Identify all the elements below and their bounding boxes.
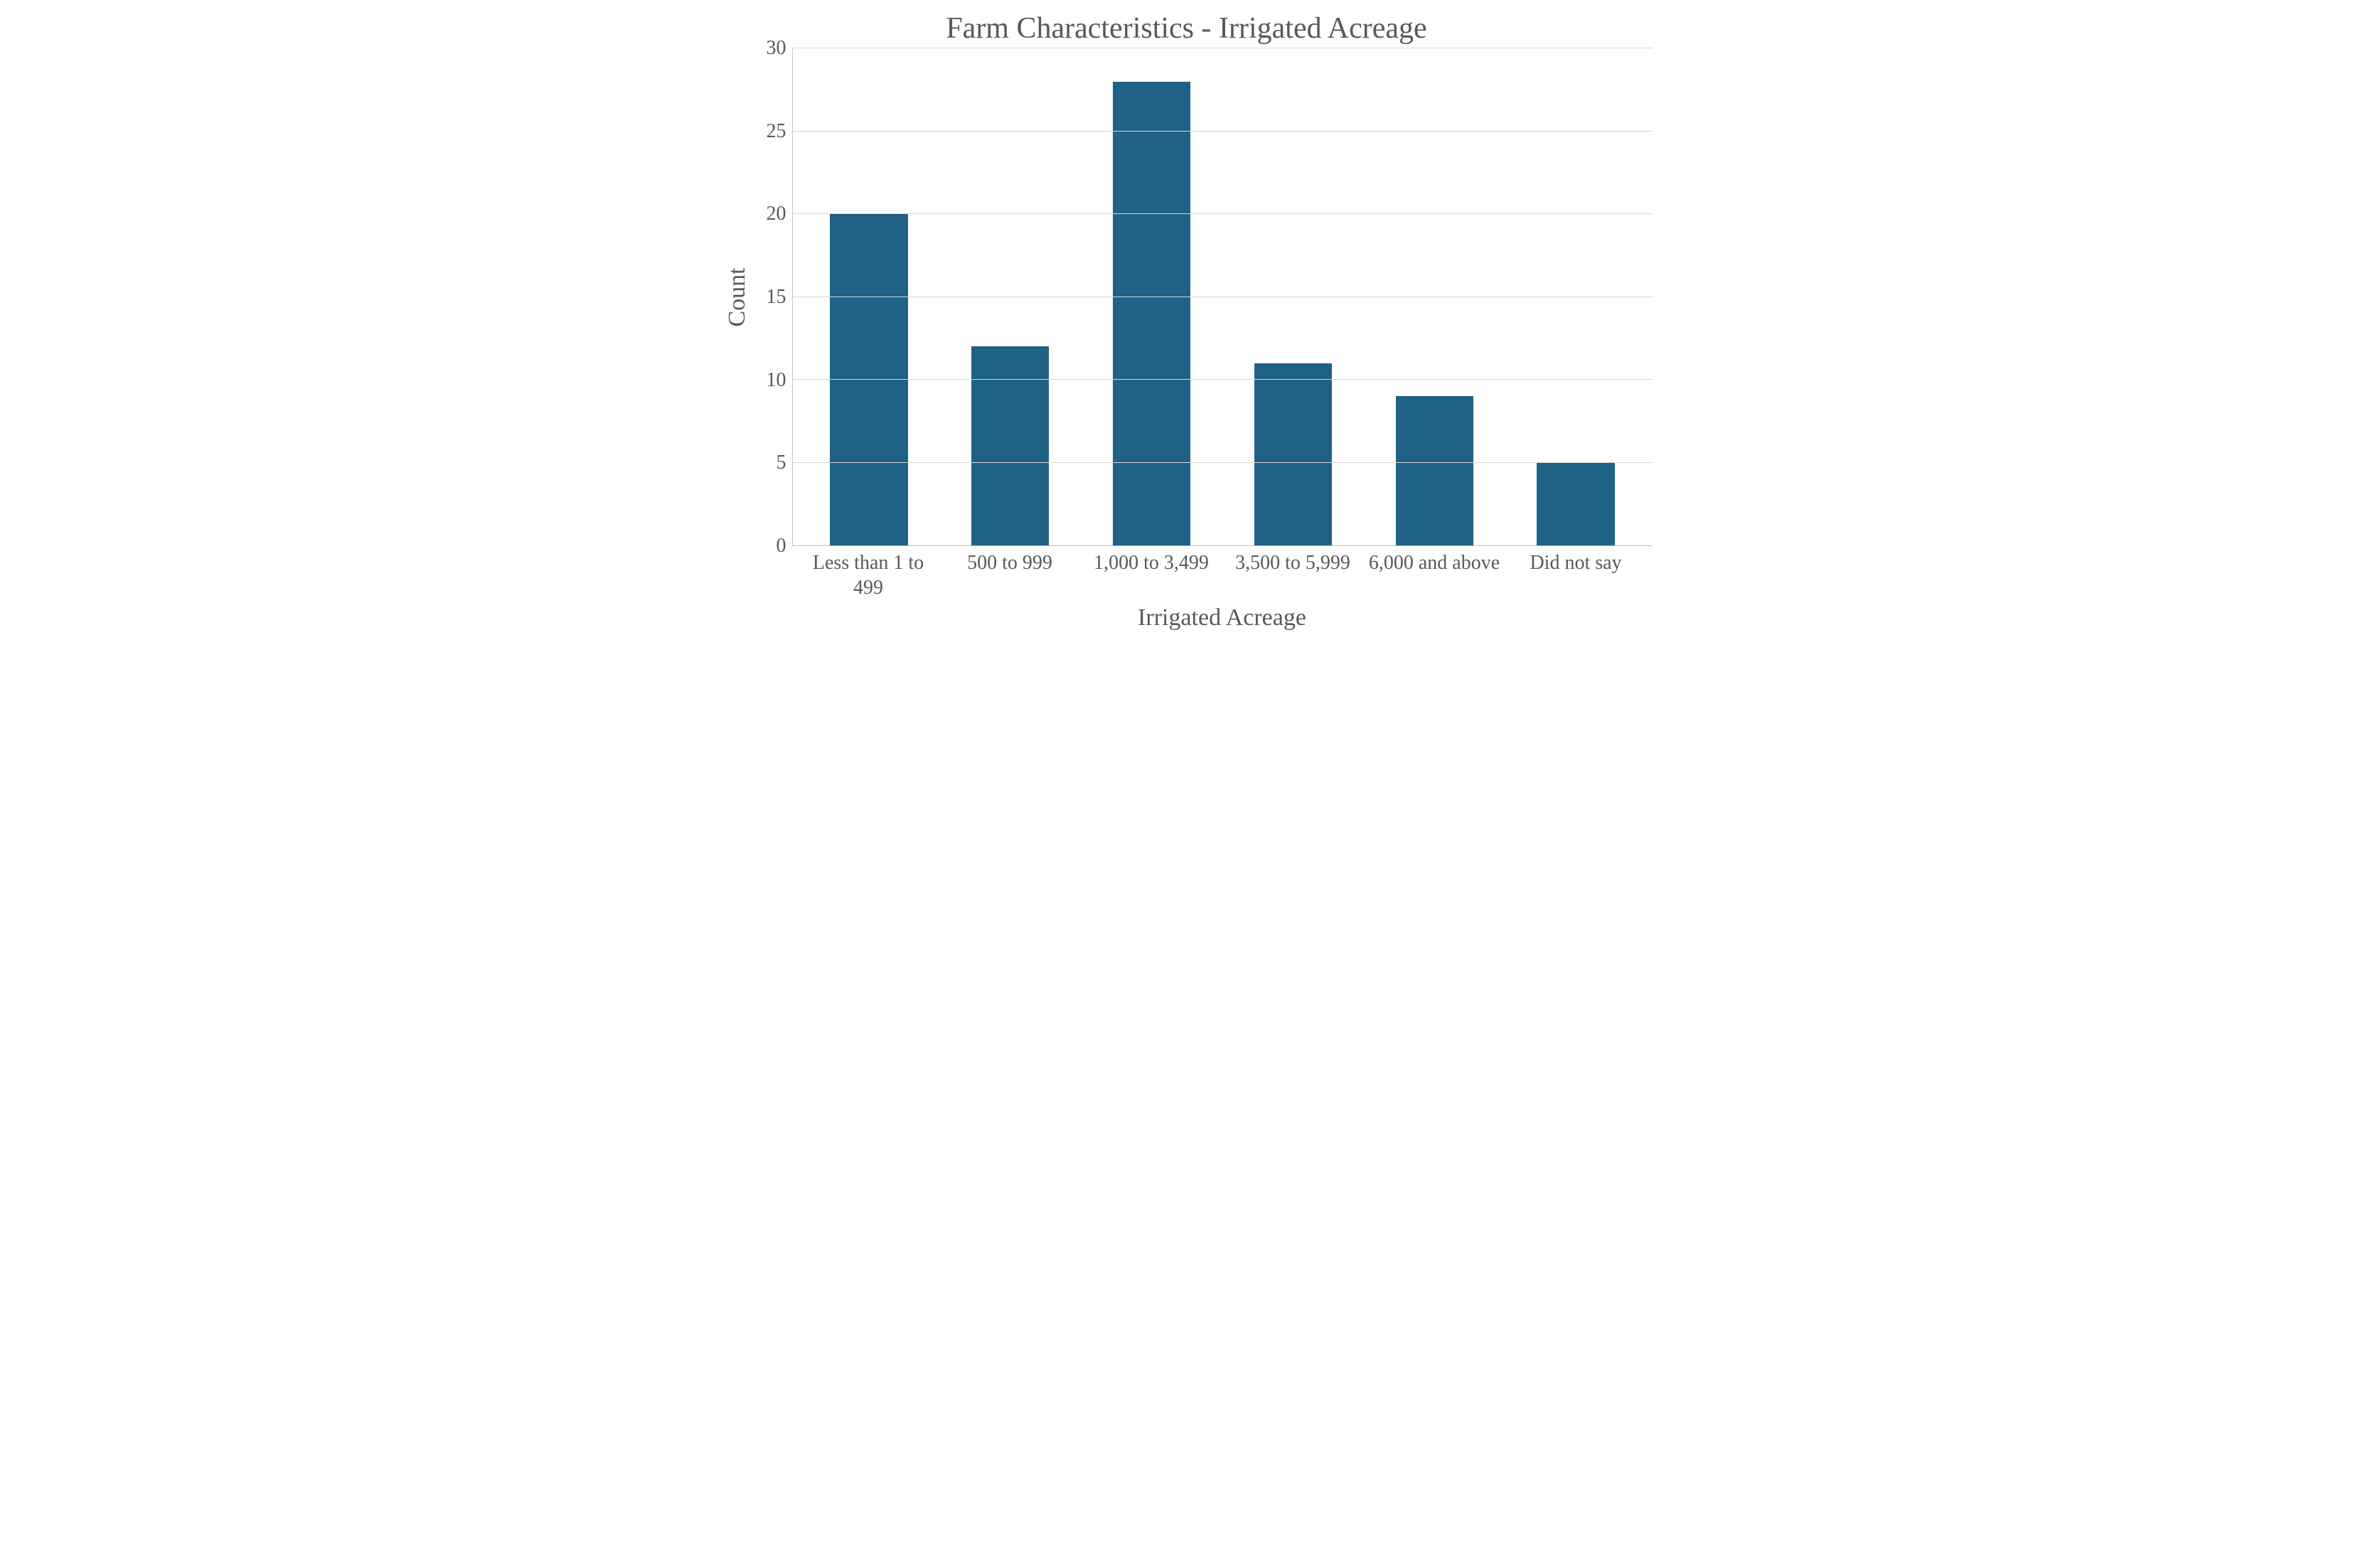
bar-slot	[1081, 48, 1222, 545]
x-axis-label: Irrigated Acreage	[1138, 604, 1306, 631]
bar	[971, 346, 1049, 545]
bar	[1254, 363, 1332, 545]
bar-slot	[1505, 48, 1647, 545]
gridline	[793, 213, 1653, 214]
x-axis-ticks: Less than 1 to 499500 to 9991,000 to 3,4…	[792, 546, 1653, 600]
x-tick: 500 to 999	[939, 550, 1081, 600]
bars-container	[793, 48, 1653, 545]
bar-slot	[939, 48, 1081, 545]
x-tick: 1,000 to 3,499	[1081, 550, 1222, 600]
y-tick: 0	[777, 535, 786, 557]
bar	[830, 214, 907, 545]
bar	[1396, 396, 1473, 545]
x-axis-ticks-row: Less than 1 to 499500 to 9991,000 to 3,4…	[721, 546, 1653, 600]
y-tick: 20	[767, 203, 786, 225]
x-tick: 3,500 to 5,999	[1222, 550, 1364, 600]
y-tick: 30	[767, 37, 786, 60]
y-tick: 5	[777, 452, 786, 474]
gridline	[793, 379, 1653, 380]
x-axis-label-row: Irrigated Acreage	[721, 600, 1653, 631]
bar	[1113, 82, 1190, 545]
y-tick: 15	[767, 286, 786, 309]
bar-slot	[799, 48, 940, 545]
x-tick: Did not say	[1505, 550, 1647, 600]
plot-area	[792, 48, 1653, 546]
bar-slot	[1364, 48, 1505, 545]
chart-body: Count 051015202530	[721, 48, 1653, 546]
gridline	[793, 462, 1653, 463]
gridline	[793, 131, 1653, 132]
chart-title: Farm Characteristics - Irrigated Acreage	[721, 7, 1653, 48]
x-tick: 6,000 and above	[1364, 550, 1505, 600]
y-axis-label-col: Count	[721, 48, 754, 546]
bar	[1537, 463, 1614, 546]
y-axis-label: Count	[724, 267, 751, 326]
bar-chart: Farm Characteristics - Irrigated Acreage…	[714, 0, 1667, 626]
y-tick: 25	[767, 120, 786, 143]
x-tick: Less than 1 to 499	[798, 550, 939, 600]
bar-slot	[1222, 48, 1364, 545]
y-axis-ticks: 051015202530	[754, 48, 792, 546]
y-tick: 10	[767, 369, 786, 392]
